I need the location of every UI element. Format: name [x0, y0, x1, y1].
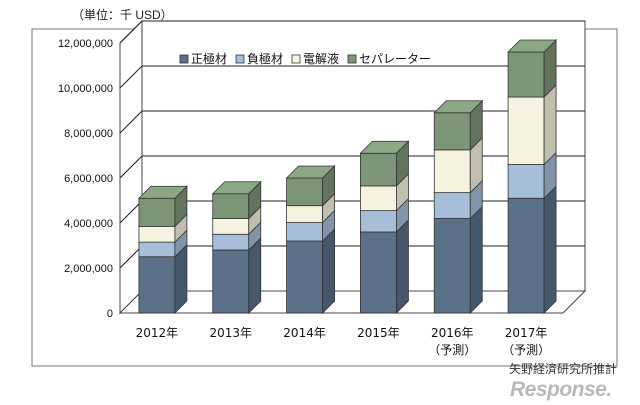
gridline-side: [119, 200, 143, 224]
legend-label: 負極材: [247, 51, 283, 66]
bar-segment-side: [248, 237, 262, 314]
x-tick-label: 2013年: [209, 326, 252, 340]
bar-top: [433, 100, 484, 114]
bar-segment: [360, 185, 397, 212]
legend-label: セパレーター: [359, 52, 431, 66]
legend: 正極材 負極材 電解液 セパレーター: [179, 51, 431, 66]
x-tick-label: 2015年: [357, 326, 400, 340]
bar-segment: [212, 233, 250, 251]
bar-segment: [138, 256, 176, 314]
bar-segment: [286, 240, 323, 314]
bar-segment-side: [469, 205, 483, 314]
legend-swatch: [179, 54, 189, 64]
gridline-side: [119, 245, 143, 269]
x-tick-label: 2016年: [431, 326, 474, 340]
bar-top: [137, 185, 188, 199]
bar-top: [507, 39, 558, 53]
x-axis-labels: 2012年 2013年 2014年 2015年 2016年 （予測） 2017年 （予測）: [136, 326, 550, 357]
gridline-side: [119, 65, 143, 89]
bar-segment: [212, 193, 250, 219]
gridline-side: [119, 20, 143, 44]
y-axis-tick-labels: 0 2,000,000 4,000,000 6,000,000 8,000,000 10,…: [58, 38, 113, 320]
bar-segment: [212, 218, 250, 235]
gridline-side: [119, 155, 143, 179]
legend-swatch: [347, 54, 357, 64]
gridline-side: [119, 110, 143, 134]
bar-segment: [433, 112, 471, 151]
bar-segment: [507, 96, 545, 165]
y-tick-label: 2,000,000: [64, 263, 113, 275]
bar-segment-side: [322, 228, 335, 314]
bar-segment: [138, 241, 176, 258]
y-tick-label: 12,000,000: [58, 38, 113, 50]
bar-segment: [433, 149, 471, 194]
bar-segment: [507, 164, 545, 199]
bar-segment: [360, 231, 397, 314]
y-tick-label: 8,000,000: [64, 128, 113, 140]
y-tick-label: 4,000,000: [64, 218, 113, 230]
legend-label: 電解液: [303, 51, 339, 66]
x-tick-label: 2012年: [136, 326, 179, 340]
bar-segment: [507, 51, 545, 98]
legend-swatch: [235, 54, 245, 64]
y-tick-label: 10,000,000: [58, 83, 113, 95]
bar-top: [285, 165, 336, 179]
bar-segment: [433, 218, 471, 314]
x-tick-label: 2014年: [283, 326, 326, 340]
y-tick-label: 6,000,000: [64, 173, 113, 185]
bar-segment-side: [543, 185, 557, 314]
bar-segment: [433, 192, 471, 219]
y-tick-label: 0: [107, 308, 113, 320]
bar-segment: [286, 177, 323, 207]
bars: [137, 39, 558, 314]
legend-swatch: [291, 54, 301, 64]
bar-segment: [212, 249, 250, 314]
bar-segment: [360, 210, 397, 233]
bar-segment: [138, 197, 176, 227]
unit-label: （単位：千 USD）: [72, 8, 173, 22]
bar-segment-side: [543, 84, 557, 166]
bar-segment: [138, 225, 176, 243]
x-tick-sublabel: （予測）: [502, 343, 550, 357]
bar-segment-side: [396, 219, 409, 314]
bar-segment: [360, 152, 397, 187]
bar-top: [211, 181, 262, 195]
bar-top: [359, 140, 410, 154]
x-tick-sublabel: （予測）: [428, 343, 476, 357]
response-watermark: Response.: [510, 378, 612, 401]
x-tick-label: 2017年: [505, 326, 548, 340]
legend-label: 正極材: [191, 51, 227, 66]
bar-segment: [286, 205, 323, 223]
bar-segment: [286, 222, 323, 242]
bar-segment: [507, 197, 545, 314]
source-note: 矢野経済研究所推計: [509, 362, 618, 376]
